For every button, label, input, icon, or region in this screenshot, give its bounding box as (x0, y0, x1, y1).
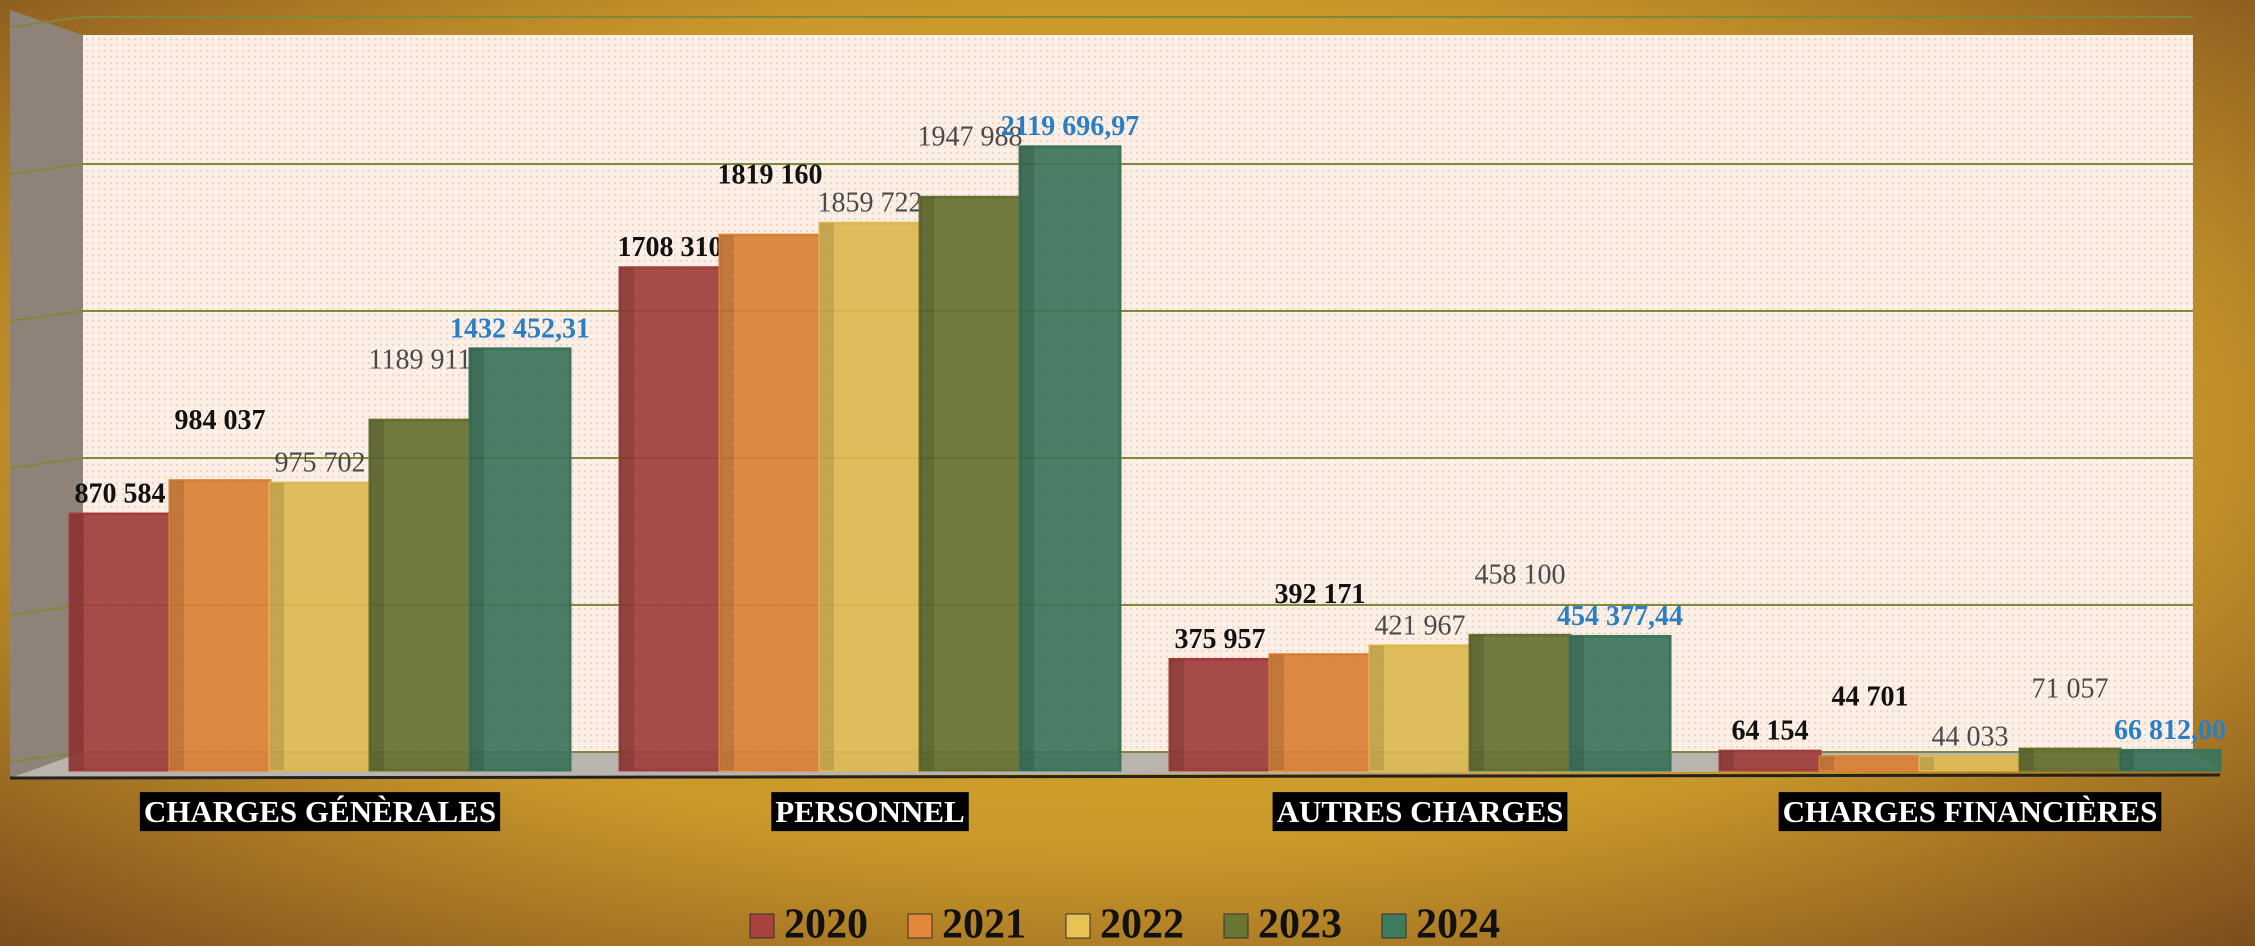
grid-line (9, 16, 84, 28)
bar-edge (920, 197, 934, 771)
data-label: 1859 722 (818, 188, 923, 219)
x-tick-label: AUTRES CHARGES (1277, 794, 1564, 829)
bar-edge (170, 480, 184, 770)
data-label: 1189 911 (369, 345, 472, 376)
bar-edge (620, 267, 634, 770)
bar-edge (1920, 757, 1934, 770)
legend-label: 2021 (942, 902, 1026, 946)
bar (368, 418, 472, 772)
bar-edge (470, 348, 484, 770)
x-tick-label-bg (1778, 792, 2162, 832)
data-label: 2119 696,97 (1001, 111, 1139, 142)
data-label: 870 584 (75, 478, 166, 509)
grid-line (9, 457, 84, 469)
bar (918, 195, 1022, 772)
data-label: 458 100 (1475, 560, 1566, 591)
legend-swatch (749, 913, 775, 939)
legend-label: 2024 (1416, 902, 1500, 946)
bar-edge (70, 514, 84, 770)
legend-swatch (1381, 913, 1407, 939)
baseline (9, 773, 2221, 780)
legend-label: 2022 (1100, 902, 1184, 946)
bar-edge (1170, 659, 1184, 770)
data-label: 392 171 (1275, 579, 1366, 610)
bar (1018, 145, 1122, 772)
bar-edge (370, 420, 384, 770)
bar-edge (1720, 751, 1734, 770)
bar (1468, 633, 1572, 772)
data-label: 1947 988 (918, 122, 1023, 153)
bar (1568, 634, 1672, 772)
legend-label: 2023 (1258, 902, 1342, 946)
bar (1918, 755, 2022, 772)
x-tick-label-bg (1272, 792, 1568, 832)
data-label: 44 033 (1932, 721, 2009, 752)
bar-edge (270, 483, 284, 770)
bar (1818, 755, 1922, 772)
bar-edge (1370, 645, 1384, 770)
data-label: 454 377,44 (1557, 601, 1683, 632)
data-label: 1432 452,31 (450, 313, 590, 344)
x-tick-label-bg (771, 792, 969, 832)
side-wall (10, 10, 83, 778)
bar-edge (820, 223, 834, 771)
grid-line (9, 163, 84, 175)
bar (818, 221, 922, 772)
data-label: 66 812,00 (2114, 715, 2226, 746)
bar-edge (1470, 635, 1484, 770)
bar (2118, 748, 2222, 772)
data-label: 1819 160 (718, 160, 823, 191)
x-tick-label: CHARGES FINANCIÈRES (1783, 794, 2158, 829)
bar (718, 233, 822, 772)
data-label: 975 702 (275, 448, 366, 479)
bar (1368, 644, 1472, 772)
data-label: 984 037 (175, 405, 266, 436)
legend-swatch (1065, 913, 1091, 939)
bar-edge (720, 235, 734, 770)
plot: CHARGES GÉNÈRALES 870 584 984 037 975 702 11… (9, 16, 2226, 946)
legend-swatch (1223, 913, 1249, 939)
bar-edge (1820, 756, 1834, 770)
bar (168, 479, 272, 772)
data-label: 44 701 (1832, 681, 1909, 712)
bar (2018, 747, 2122, 772)
x-tick-label: PERSONNEL (775, 794, 964, 829)
bar-edge (1270, 654, 1284, 770)
bar (618, 266, 722, 772)
data-label: 64 154 (1732, 716, 1809, 747)
bar (468, 347, 572, 772)
legend-label: 2020 (784, 902, 868, 946)
bar (68, 512, 172, 772)
data-label: 71 057 (2032, 674, 2109, 705)
data-label: 375 957 (1175, 624, 1266, 655)
grid-line (9, 310, 84, 322)
bar-edge (2120, 750, 2134, 770)
bar (1718, 749, 1822, 772)
bar-edge (2020, 749, 2034, 770)
x-tick-label: CHARGES GÉNÈRALES (144, 794, 496, 829)
bar-edge (1020, 146, 1034, 771)
x-tick-label-bg (139, 792, 501, 832)
bar-edge (1570, 636, 1584, 770)
bar (1268, 653, 1372, 772)
legend-swatch (907, 913, 933, 939)
bar (1168, 657, 1272, 772)
data-label: 1708 310 (618, 232, 723, 263)
bar (268, 481, 372, 772)
data-label: 421 967 (1375, 610, 1466, 641)
